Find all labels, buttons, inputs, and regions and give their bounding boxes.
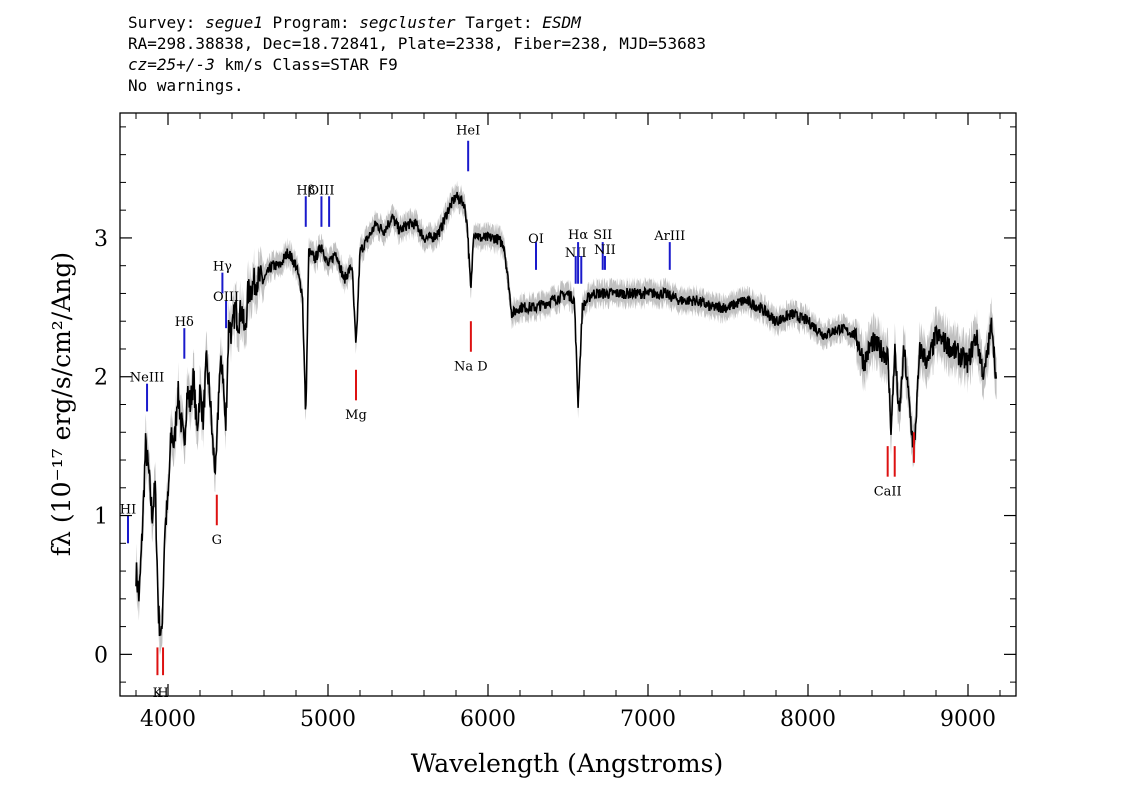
line-label: Mg	[345, 408, 367, 423]
x-tick-label: 6000	[460, 707, 516, 732]
cz-label: cz=	[128, 55, 157, 74]
x-axis-ticks: 4000 5000 6000 7000 8000 9000	[135, 113, 1001, 732]
cz-value: 25+/-3	[156, 55, 215, 74]
line-label: Hα	[568, 228, 588, 243]
program-value: segcluster	[359, 13, 456, 32]
header-line-redshift: cz=25+/-3 km/s Class=STAR F9	[128, 54, 706, 75]
line-label: NII	[594, 243, 616, 258]
line-label: G	[212, 533, 222, 548]
line-label: Na D	[454, 360, 488, 375]
y-tick-label: 2	[94, 366, 108, 391]
y-axis-ticks: 0 1 2 3	[94, 126, 1016, 683]
survey-label: Survey:	[128, 13, 196, 32]
spectrum-header: Survey: segue1 Program: segcluster Targe…	[128, 12, 706, 96]
y-tick-label: 1	[94, 505, 108, 530]
line-label: NeIII	[130, 371, 164, 386]
line-label: OIII	[308, 183, 334, 198]
x-tick-label: 8000	[780, 707, 836, 732]
line-label: K	[153, 686, 163, 701]
line-label: ArIII	[653, 229, 685, 244]
y-axis-label: fλ (10⁻¹⁷ erg/s/cm²/Ang)	[47, 252, 76, 556]
line-label: OI	[528, 232, 544, 247]
line-label: Hδ	[175, 315, 194, 330]
x-tick-label: 7000	[620, 707, 676, 732]
line-label: H	[157, 686, 168, 701]
y-tick-label: 3	[94, 227, 108, 252]
x-tick-label: 5000	[300, 707, 356, 732]
program-label: Program:	[272, 13, 350, 32]
class-text: km/s Class=STAR F9	[214, 55, 398, 74]
line-label: SII	[593, 228, 612, 243]
y-tick-label: 0	[94, 643, 108, 668]
header-line-coordinates: RA=298.38838, Dec=18.72841, Plate=2338, …	[128, 34, 706, 53]
survey-value: segue1	[205, 13, 263, 32]
x-tick-label: 4000	[140, 707, 196, 732]
line-label: HI	[120, 503, 136, 518]
line-label: HeI	[456, 124, 480, 139]
x-tick-label: 9000	[940, 707, 996, 732]
target-label: Target:	[465, 13, 533, 32]
plot-frame	[119, 112, 1017, 697]
header-line-warnings: No warnings.	[128, 76, 244, 95]
line-label: NII	[565, 246, 587, 261]
flux-line	[135, 191, 998, 637]
flux-series	[135, 191, 998, 637]
target-value: ESDM	[542, 13, 581, 32]
line-label: Hβ	[296, 183, 315, 198]
line-label: OIII	[213, 290, 239, 305]
line-label: Hγ	[213, 260, 232, 275]
line-label: CaII	[874, 485, 902, 500]
x-axis-label: Wavelength (Angstroms)	[411, 749, 723, 778]
header-line-survey: Survey: segue1 Program: segcluster Targe…	[128, 12, 706, 33]
